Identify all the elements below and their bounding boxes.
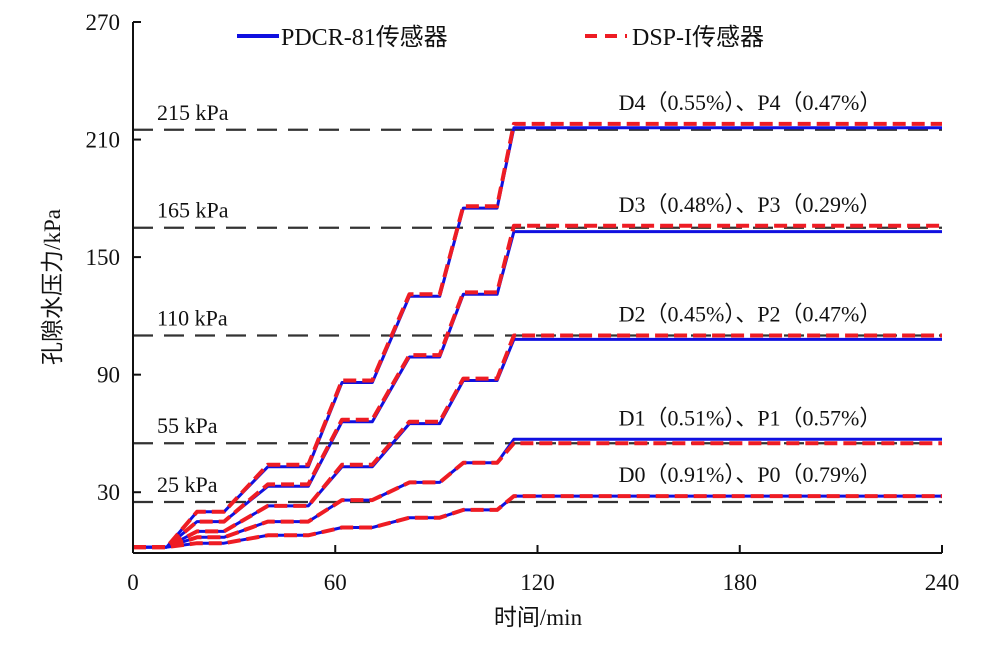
x-axis-title: 时间/min <box>494 605 583 630</box>
x-tick-label: 240 <box>925 570 960 595</box>
legend-label: PDCR-81传感器 <box>281 24 448 51</box>
series-line-dspi <box>133 333 942 550</box>
x-tick-label: 120 <box>520 570 555 595</box>
series-line-dspi <box>133 441 942 550</box>
y-tick-label: 90 <box>97 363 120 388</box>
series-line-pdcr81 <box>133 230 942 549</box>
y-tick-label: 30 <box>97 480 120 505</box>
x-tick-label: 0 <box>127 570 139 595</box>
reference-label: 165 kPa <box>157 198 229 223</box>
x-tick-label: 60 <box>324 570 347 595</box>
y-tick-label: 210 <box>86 128 121 153</box>
curve-label: D3（0.48%）、P3（0.29%） <box>619 192 882 217</box>
curve-label: D0（0.91%）、P0（0.79%） <box>619 462 882 487</box>
y-tick-label: 270 <box>86 10 121 35</box>
y-axis-title: 孔隙水压力/kPa <box>40 209 65 365</box>
reference-label: 25 kPa <box>157 472 218 497</box>
curve-labels: D4（0.55%）、P4（0.47%） D3（0.48%）、P3（0.29%） D2… <box>619 90 882 487</box>
reference-label: 215 kPa <box>157 100 229 125</box>
curve-label: D1（0.51%）、P1（0.57%） <box>619 405 882 430</box>
series-line-dspi <box>133 121 942 550</box>
ticks: 0 60 120 180 240 30 90 150 210 270 <box>86 10 960 595</box>
x-tick-label: 180 <box>723 570 758 595</box>
series-layer <box>133 121 942 550</box>
legend-label: DSP-I传感器 <box>632 24 764 51</box>
curve-label: D4（0.55%）、P4（0.47%） <box>619 90 882 115</box>
series-line-dspi <box>133 494 942 550</box>
legend: PDCR-81传感器 DSP-I传感器 <box>237 24 764 51</box>
reference-label: 110 kPa <box>157 305 228 330</box>
reference-label: 55 kPa <box>157 413 218 438</box>
y-tick-label: 150 <box>86 245 121 270</box>
series-line-dspi <box>133 223 942 550</box>
curve-label: D2（0.45%）、P2（0.47%） <box>619 301 882 326</box>
reference-labels: 215 kPa 165 kPa 110 kPa 55 kPa 25 kPa <box>157 100 229 497</box>
